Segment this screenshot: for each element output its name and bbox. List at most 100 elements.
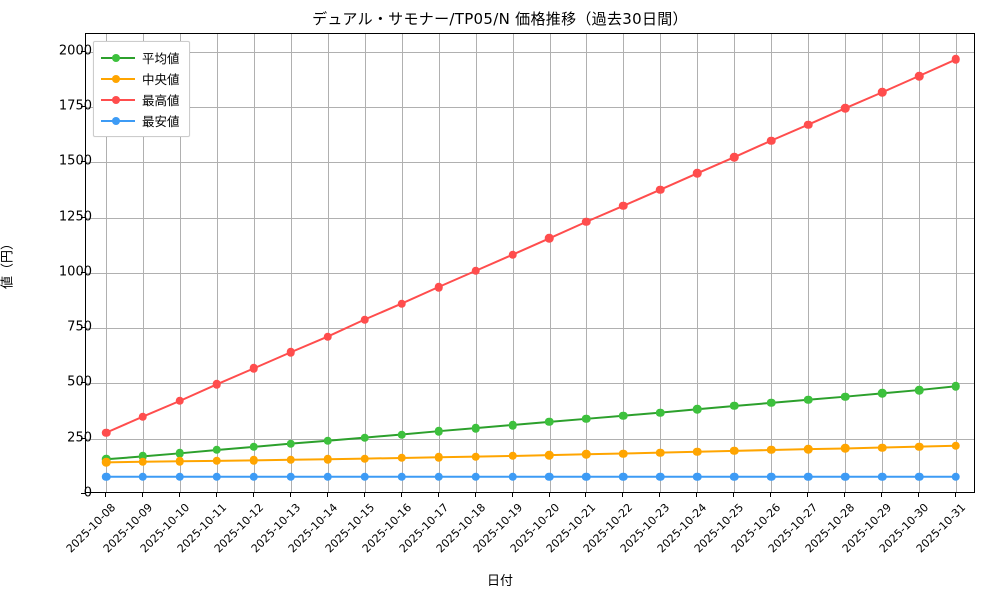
data-point-marker — [545, 472, 554, 481]
legend-item-1[interactable]: 平均値 — [101, 47, 180, 68]
y-axis-label: 値（円） — [0, 236, 16, 290]
data-point-marker — [101, 428, 111, 437]
x-gridline — [401, 34, 403, 492]
data-point-marker — [656, 448, 665, 457]
data-point-marker — [803, 395, 813, 405]
legend-item-4[interactable]: 最安値 — [101, 110, 180, 131]
data-point-marker — [360, 315, 369, 324]
data-point-marker — [508, 451, 517, 461]
y-tick-mark — [81, 327, 85, 329]
data-point-marker — [582, 414, 591, 424]
x-tick-mark — [622, 493, 624, 497]
chart-legend: 平均値中央値最高値最安値 — [93, 41, 190, 137]
data-point-marker — [582, 472, 591, 481]
data-point-marker — [101, 472, 111, 481]
x-gridline — [956, 34, 957, 492]
legend-marker-icon — [101, 115, 135, 127]
data-point-marker — [766, 398, 776, 408]
data-point-marker — [323, 332, 332, 341]
x-tick-mark — [881, 493, 883, 497]
data-point-marker — [397, 430, 406, 439]
legend-label: 最安値 — [142, 114, 180, 129]
data-point-marker — [471, 452, 480, 461]
data-point-marker — [730, 446, 739, 456]
data-point-marker — [582, 217, 591, 226]
x-gridline — [919, 34, 920, 492]
data-point-marker — [803, 120, 813, 129]
data-point-marker — [840, 472, 850, 481]
y-gridline — [86, 162, 974, 164]
legend-label: 平均値 — [142, 51, 180, 66]
x-tick-mark — [474, 493, 476, 497]
legend-item-3[interactable]: 最高値 — [101, 89, 180, 110]
data-point-marker — [175, 457, 185, 466]
x-gridline — [771, 34, 773, 492]
chart-title: デュアル・サモナー/TP05/N 価格推移（過去30日間） — [312, 10, 688, 28]
y-tick-label: 2000 — [58, 43, 92, 59]
data-point-marker — [730, 152, 739, 162]
data-point-marker — [545, 234, 554, 243]
x-tick-mark — [289, 493, 291, 497]
data-point-marker — [286, 439, 296, 448]
data-point-marker — [360, 433, 369, 442]
x-gridline — [143, 34, 144, 492]
data-point-marker — [323, 472, 332, 481]
data-point-marker — [138, 457, 148, 466]
data-point-marker — [840, 392, 850, 401]
data-point-marker — [138, 472, 148, 481]
data-point-marker — [951, 55, 961, 64]
data-point-marker — [249, 472, 259, 481]
x-gridline — [475, 34, 477, 492]
x-tick-mark — [400, 493, 402, 497]
data-point-marker — [286, 347, 296, 357]
data-point-marker — [545, 417, 554, 427]
y-tick-label: 1250 — [58, 209, 92, 225]
data-point-marker — [656, 472, 665, 481]
data-point-marker — [397, 299, 406, 308]
data-point-marker — [249, 456, 259, 465]
legend-label: 中央値 — [142, 72, 180, 87]
x-gridline — [512, 34, 514, 492]
data-point-marker — [803, 472, 813, 481]
data-point-marker — [619, 472, 628, 481]
y-tick-mark — [81, 216, 85, 218]
y-tick-label: 1000 — [58, 264, 92, 280]
x-tick-mark — [807, 493, 809, 497]
y-tick-mark — [81, 493, 85, 494]
y-gridline — [86, 383, 974, 385]
y-tick-label: 500 — [67, 374, 92, 390]
y-gridline — [86, 328, 974, 330]
data-point-marker — [766, 136, 776, 145]
y-gridline — [86, 217, 974, 219]
x-tick-mark — [659, 493, 661, 497]
data-point-marker — [434, 282, 443, 292]
data-point-marker — [582, 449, 591, 459]
y-tick-label: 1750 — [58, 98, 92, 114]
data-point-marker — [951, 441, 961, 451]
data-point-marker — [212, 445, 222, 455]
legend-label: 最高値 — [142, 93, 180, 108]
data-point-marker — [286, 455, 296, 464]
x-gridline — [808, 34, 810, 492]
data-point-marker — [877, 389, 887, 398]
data-point-marker — [877, 443, 887, 452]
data-point-marker — [545, 450, 554, 460]
x-gridline — [327, 34, 329, 492]
y-tick-label: 0 — [83, 485, 92, 501]
data-point-marker — [212, 472, 222, 481]
x-tick-mark — [142, 493, 143, 497]
data-point-marker — [508, 250, 517, 259]
y-tick-label: 750 — [67, 319, 92, 335]
data-point-marker — [434, 426, 443, 436]
x-gridline — [290, 34, 292, 492]
x-tick-mark — [918, 493, 919, 497]
data-point-marker — [434, 472, 443, 481]
x-gridline — [364, 34, 366, 492]
data-point-marker — [951, 382, 961, 391]
data-point-marker — [693, 447, 702, 456]
legend-item-2[interactable]: 中央値 — [101, 68, 180, 89]
plot-area — [85, 33, 975, 493]
data-point-marker — [877, 88, 887, 97]
y-tick-mark — [81, 437, 85, 439]
